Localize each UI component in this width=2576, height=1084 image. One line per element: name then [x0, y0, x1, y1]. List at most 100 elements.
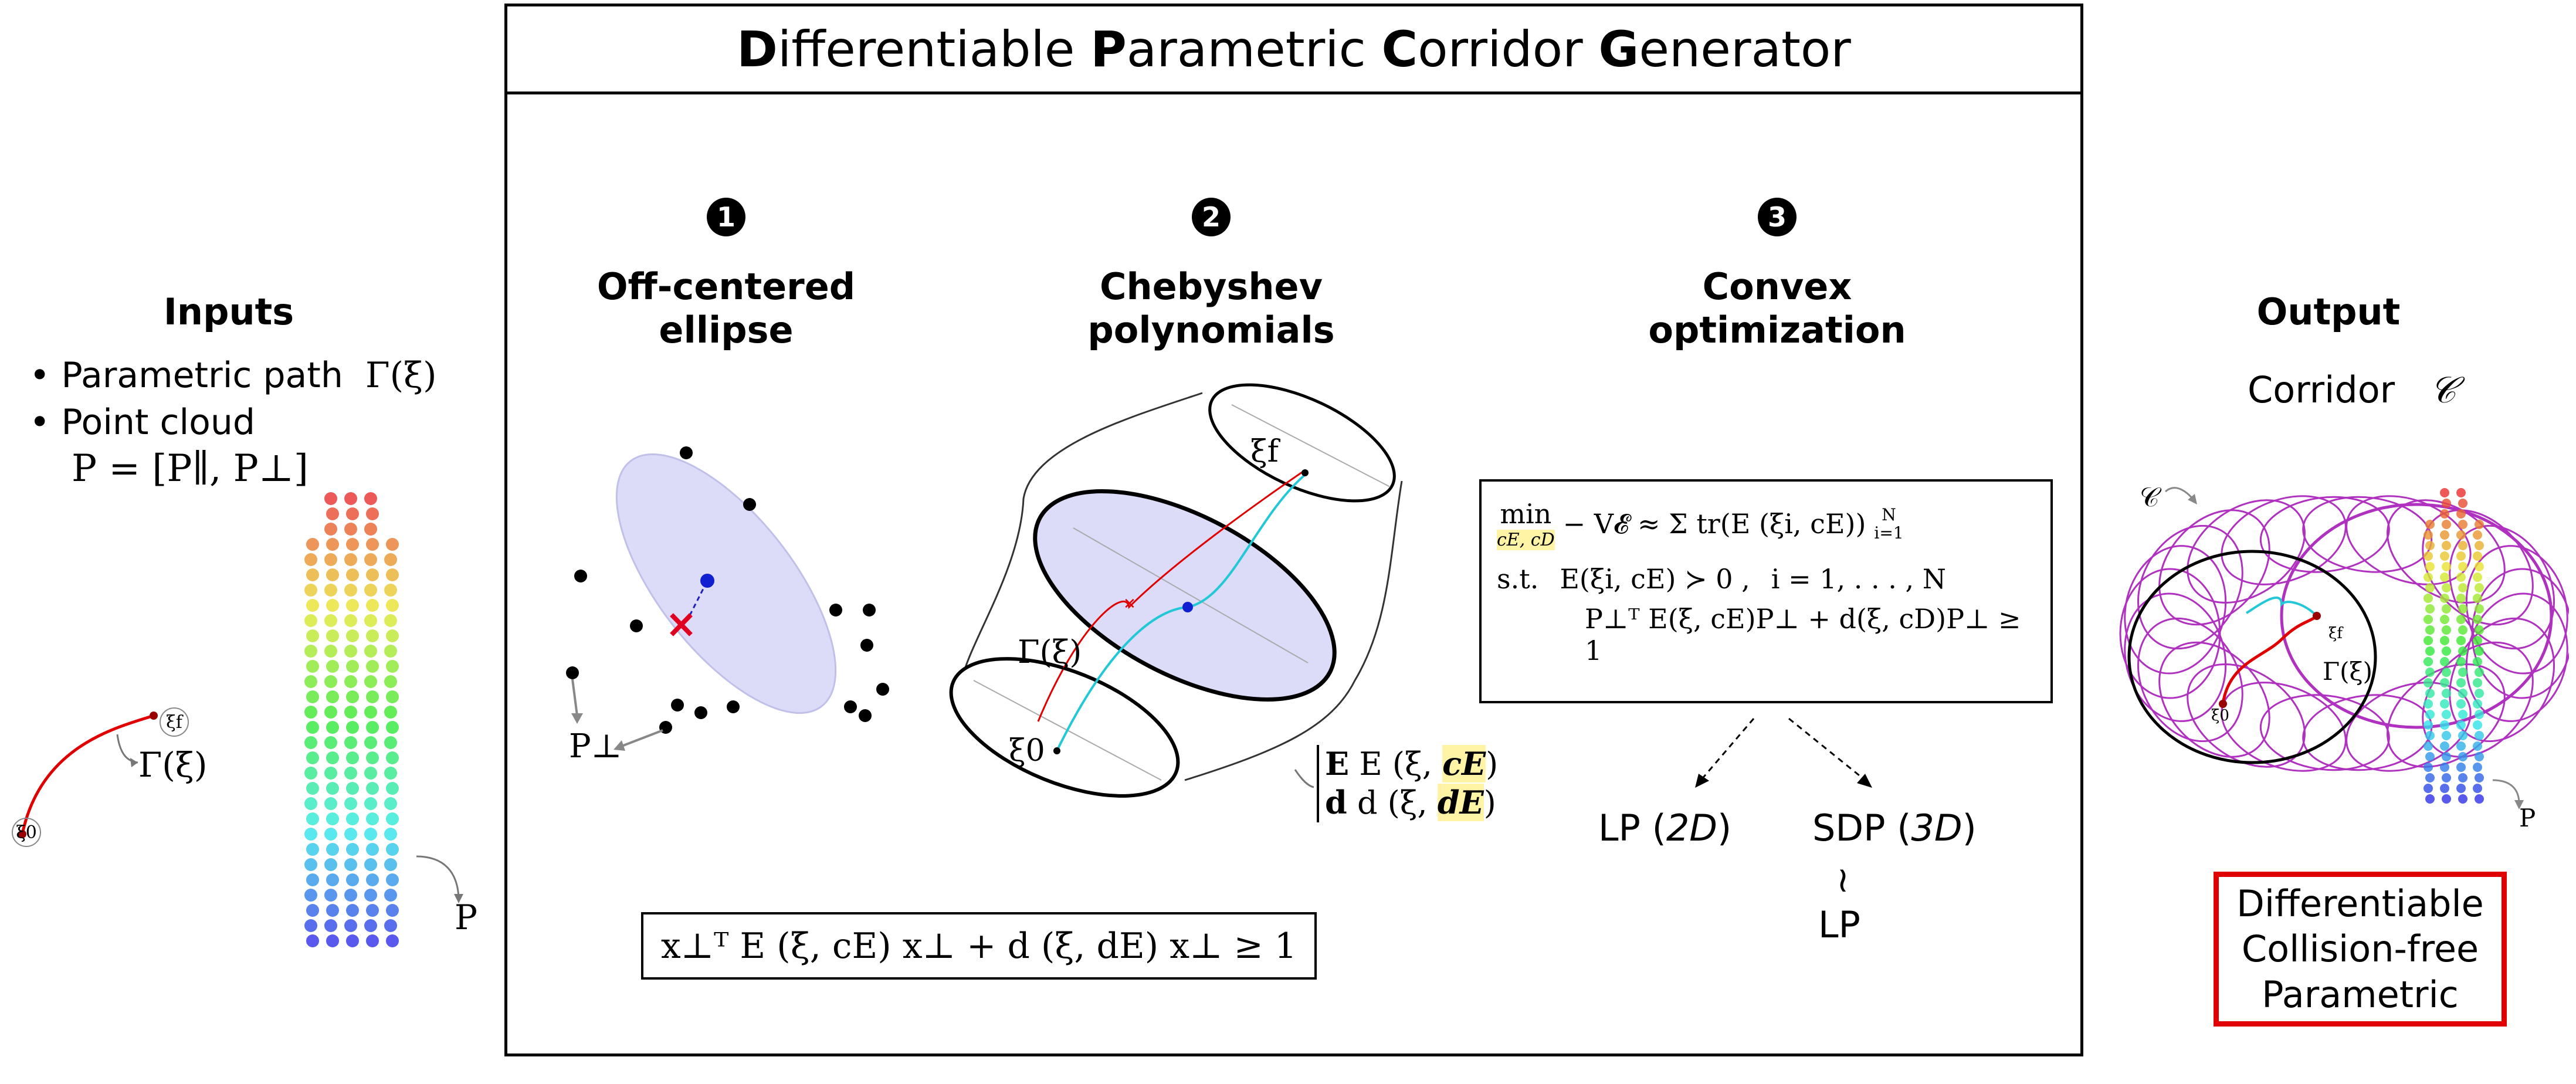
- point-cloud-dot: [326, 538, 339, 551]
- point-cloud-dot: [364, 706, 377, 719]
- point-cloud-dot: [364, 858, 377, 871]
- point-cloud-dot: [344, 889, 357, 902]
- point-cloud-dot: [344, 797, 357, 810]
- point-cloud-dot: [2425, 710, 2435, 719]
- output-corridor-figure: [2119, 487, 2569, 772]
- point-cloud-dot: [364, 523, 377, 536]
- point-cloud-dot: [2425, 773, 2435, 782]
- point-cloud-dot: [2456, 741, 2466, 751]
- point-cloud-dot: [326, 721, 339, 734]
- point-cloud-dot: [344, 553, 357, 566]
- input-xi0-label: ξ0: [12, 818, 41, 847]
- chebyshev-E-label: E E (ξ, cE): [1325, 745, 1499, 782]
- sdp-3d-label: SDP (3D): [1812, 807, 1977, 849]
- point-cloud-dot: [2425, 541, 2435, 550]
- point-cloud-dot: [2475, 710, 2484, 719]
- point-cloud-dot: [324, 645, 337, 658]
- point-cloud-dot: [306, 629, 319, 642]
- point-cloud-dot: [344, 919, 357, 932]
- point-cloud-dot: [344, 706, 357, 719]
- point-cloud-dot: [2442, 562, 2451, 571]
- point-cloud-dot: [386, 782, 399, 795]
- point-cloud-dot: [366, 904, 379, 917]
- title-part-4: Generator: [1598, 20, 1851, 78]
- input-xif-label: ξf: [160, 707, 189, 737]
- point-cloud-dot: [366, 934, 379, 947]
- point-cloud-dot: [2456, 488, 2466, 497]
- point-cloud-dot: [2458, 752, 2467, 761]
- point-cloud-dot: [346, 507, 359, 520]
- point-cloud-dot: [2442, 689, 2451, 698]
- point-cloud-dot: [2424, 784, 2433, 793]
- point-cloud-dot: [2475, 562, 2484, 571]
- point-cloud-dot: [2424, 678, 2433, 687]
- point-cloud-dot: [2442, 668, 2451, 677]
- point-cloud-dot: [2456, 678, 2466, 687]
- point-cloud-dot: [304, 919, 317, 932]
- point-cloud-dot: [344, 858, 357, 871]
- title-part-3: Corridor: [1381, 20, 1599, 78]
- point-cloud-dot: [2425, 689, 2435, 698]
- point-cloud-dot: [364, 492, 377, 505]
- point-cloud-dot: [2475, 731, 2484, 740]
- point-cloud-dot: [326, 690, 339, 703]
- property-differentiable: Differentiable: [2236, 882, 2484, 925]
- input-p-arrow: [416, 855, 463, 903]
- step-1-heading: Off-centered ellipse: [596, 265, 856, 352]
- point-cloud-dot: [304, 858, 317, 871]
- point-cloud-dot: [364, 645, 377, 658]
- point-cloud-dot: [306, 660, 319, 673]
- point-cloud-dot: [324, 889, 337, 902]
- point-cloud-dot: [344, 614, 357, 627]
- point-cloud-dot: [346, 690, 359, 703]
- chebyshev-coefficients: E E (ξ, cE) d d (ξ, dE): [1317, 745, 1498, 822]
- point-cloud-dot: [2456, 551, 2466, 561]
- corridor-ring: [2119, 568, 2221, 699]
- point-cloud-dot: [2440, 699, 2449, 709]
- point-cloud-dot: [2475, 689, 2484, 698]
- point-cloud-dot: [2458, 499, 2467, 508]
- corridor-ring: [2137, 617, 2243, 743]
- point-cloud-dot: [384, 767, 397, 780]
- point-cloud-dot: [2458, 710, 2467, 719]
- point-cloud-dot: [326, 782, 339, 795]
- point-cloud-dot: [346, 934, 359, 947]
- corridor-ring: [2124, 545, 2227, 675]
- point-cloud-dot: [2424, 720, 2433, 730]
- point-cloud-dot: [366, 843, 379, 856]
- point-cloud-dot: [324, 797, 337, 810]
- point-cloud-dot: [2458, 794, 2467, 804]
- input-path-label: Γ(ξ): [138, 745, 208, 785]
- point-cloud-dot: [2442, 752, 2451, 761]
- point-cloud-dot: [386, 629, 399, 642]
- point-cloud-dot: [2473, 657, 2482, 666]
- point-cloud-dot: [2442, 710, 2451, 719]
- point-cloud-dot: [2425, 625, 2435, 635]
- point-cloud-equation: P = [P∥, P⊥]: [72, 447, 309, 490]
- svg-text:✕: ✕: [1123, 595, 1136, 613]
- point-cloud-dot: [384, 645, 397, 658]
- point-cloud-dot: [2440, 763, 2449, 772]
- constraint-row-1: s.t. E(ξi, cE) ≻ 0 , i = 1, . . . , N: [1497, 563, 1946, 595]
- point-cloud-dot: [306, 599, 319, 612]
- point-cloud-dot: [2458, 731, 2467, 740]
- point-cloud-dot: [304, 736, 317, 749]
- approx-symbol: ≀: [1836, 859, 1850, 900]
- point-cloud-dot: [384, 553, 397, 566]
- point-cloud-dot: [326, 934, 339, 947]
- point-cloud-dot: [2425, 604, 2435, 614]
- point-cloud-dot: [386, 599, 399, 612]
- point-cloud-dot: [2440, 741, 2449, 751]
- lp-2d-label: LP (2D): [1598, 807, 1732, 849]
- output-heading: Output: [2256, 290, 2401, 333]
- point-cloud-dot: [326, 599, 339, 612]
- point-cloud-dot: [386, 873, 399, 886]
- point-cloud-dot: [326, 568, 339, 581]
- point-cloud-dot: [386, 721, 399, 734]
- point-cloud-dot: [306, 690, 319, 703]
- input-p-label: P: [455, 897, 478, 937]
- point-cloud-dot: [2458, 562, 2467, 571]
- point-cloud-dot: [344, 523, 357, 536]
- point-cloud-dot: [2442, 499, 2451, 508]
- objective-row: min cE, cD − V𝓔 ≈ Σ tr(E (ξi, cE)) N i=1: [1497, 498, 1904, 550]
